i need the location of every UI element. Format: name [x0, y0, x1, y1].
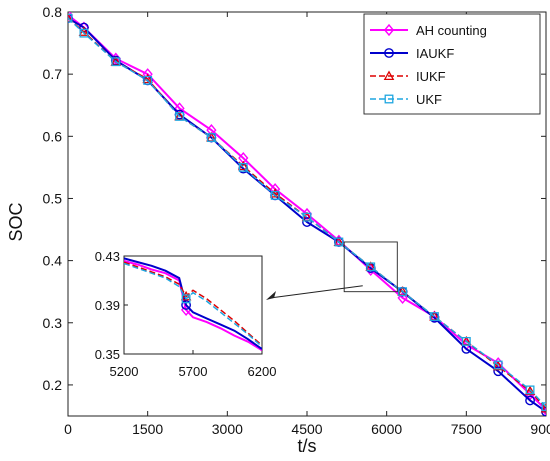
inset-x-tick-label: 6200	[248, 364, 277, 379]
legend-label: UKF	[416, 92, 442, 107]
data-point-ukf	[334, 237, 344, 247]
data-point-ukf	[398, 287, 408, 297]
y-tick-label: 0.8	[43, 4, 63, 20]
inset-series-line-ukf	[124, 262, 262, 348]
y-tick-label: 0.7	[43, 66, 63, 82]
inset-series-line-iaukf	[124, 257, 262, 350]
legend-item-iukf: IUKF	[370, 69, 446, 84]
inset-series-iaukf	[124, 257, 262, 350]
data-point-iaukf	[493, 366, 504, 377]
legend-item-iaukf: IAUKF	[370, 46, 454, 61]
inset-y-tick-label: 0.39	[95, 298, 120, 313]
zoom-inset: 5200 5700 6200 0.35 0.39 0.43	[95, 241, 398, 379]
x-tick-label: 6000	[371, 421, 402, 437]
x-tick-label: 4500	[291, 421, 322, 437]
legend-label: AH counting	[416, 23, 487, 38]
inset-series-ukf	[124, 262, 262, 348]
legend-swatch-marker	[384, 94, 394, 104]
x-tick-label: 1500	[132, 421, 163, 437]
legend-item-ukf: UKF	[370, 92, 442, 107]
x-tick-label: 3000	[212, 421, 243, 437]
data-point-ukf	[366, 262, 376, 272]
y-tick-label: 0.2	[43, 377, 63, 393]
zoom-arrow-head	[266, 291, 276, 300]
data-point-ukf	[430, 312, 439, 321]
data-point-iaukf	[525, 395, 535, 406]
data-point-ukf	[175, 111, 184, 121]
data-point-iukf	[540, 403, 546, 413]
data-point-ukf	[238, 162, 248, 172]
series-line-ukf	[68, 17, 546, 408]
y-tick-label: 0.4	[43, 253, 63, 269]
inset-x-tick-label: 5700	[179, 364, 208, 379]
zoom-region-box	[343, 241, 398, 293]
data-point-iaukf	[302, 217, 312, 227]
inset-data-point-iaukf	[181, 300, 192, 310]
data-point-ah-counting	[301, 207, 313, 221]
axis-labels: SOC t/s	[6, 202, 317, 456]
data-point-ukf	[302, 212, 312, 222]
y-tick-label: 0.5	[43, 190, 63, 206]
legend-item-ah-counting: AH counting	[370, 23, 487, 38]
y-axis-label: SOC	[6, 202, 26, 241]
y-tick-label: 0.6	[43, 128, 63, 144]
legend-label: IUKF	[416, 69, 446, 84]
data-point-ah-counting	[397, 291, 408, 304]
legend-swatch-marker	[384, 48, 394, 58]
legend: AH counting IAUKF IUKF UKF	[363, 13, 541, 115]
inset-y-tick-label: 0.43	[95, 249, 120, 264]
data-point-ukf	[143, 75, 153, 85]
x-axis-label: t/s	[297, 436, 316, 456]
x-tick-label: 7500	[451, 421, 482, 437]
y-tick-label: 0.3	[43, 315, 63, 331]
inset-y-tick-label: 0.35	[95, 347, 120, 362]
data-point-ukf	[79, 28, 89, 38]
inset-series-line-ah-counting	[124, 259, 262, 352]
inset-x-tick-label: 5200	[110, 364, 139, 379]
series-ukf	[68, 13, 546, 412]
legend-swatch-marker	[383, 23, 395, 37]
data-point-ukf	[461, 336, 471, 346]
data-point-iukf	[142, 73, 153, 84]
data-point-iukf	[524, 385, 536, 396]
data-point-ukf	[525, 385, 535, 395]
data-point-ukf	[270, 190, 280, 200]
data-point-ukf	[206, 133, 216, 142]
data-point-iukf	[68, 12, 74, 23]
inset-series-line-iukf	[124, 261, 262, 346]
data-point-ukf	[541, 402, 546, 412]
x-tick-label: 0	[64, 421, 72, 437]
data-point-ah-counting	[206, 124, 217, 137]
inset-data-point-ukf	[181, 294, 191, 304]
data-point-ah-counting	[68, 12, 74, 22]
data-point-ukf	[493, 360, 503, 370]
legend-label: IAUKF	[416, 46, 454, 61]
data-point-ukf	[68, 13, 73, 23]
data-point-ukf	[111, 57, 121, 67]
data-point-iukf	[492, 360, 504, 371]
series-line-iaukf	[68, 17, 546, 413]
legend-swatch-marker	[383, 70, 395, 81]
zoom-arrow-line	[269, 285, 363, 299]
